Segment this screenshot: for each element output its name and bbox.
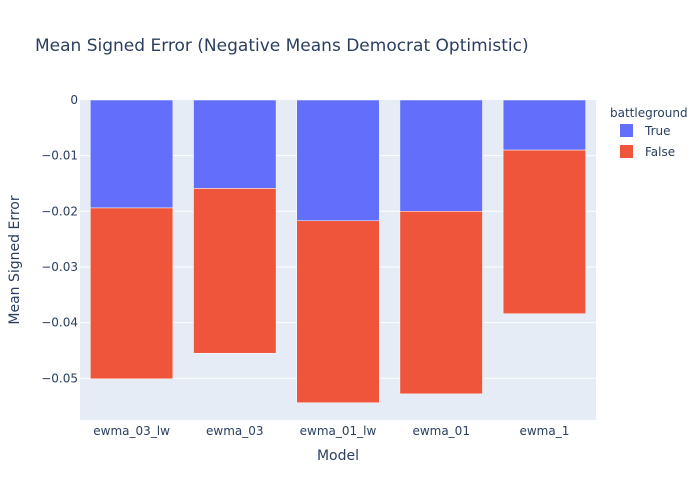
bar-false-ewma_01 <box>399 211 483 395</box>
y-tick-label: −0.04 <box>41 316 78 330</box>
legend-title: battleground <box>610 106 688 120</box>
chart-title: Mean Signed Error (Negative Means Democr… <box>35 36 529 56</box>
bar-true-ewma_01 <box>399 99 483 212</box>
legend-items: True False <box>620 124 675 159</box>
y-tick-label: −0.05 <box>41 371 78 385</box>
legend-swatch-true[interactable] <box>620 124 633 137</box>
y-tick-label: −0.02 <box>41 204 78 218</box>
legend-label-false[interactable]: False <box>645 145 675 159</box>
x-tick-label: ewma_01 <box>412 424 470 438</box>
bar-false-ewma_03 <box>193 188 277 354</box>
bar-true-ewma_03_lw <box>90 99 174 209</box>
y-tick-labels: 0 −0.01 −0.02 −0.03 −0.04 −0.05 <box>41 93 78 385</box>
y-tick-label: −0.03 <box>41 260 78 274</box>
legend-swatch-false[interactable] <box>620 145 633 158</box>
x-tick-label: ewma_03 <box>206 424 264 438</box>
bar-true-ewma_01_lw <box>296 99 380 222</box>
y-tick-label: −0.01 <box>41 149 78 163</box>
bar-false-ewma_01_lw <box>296 220 380 403</box>
x-tick-label: ewma_1 <box>519 424 569 438</box>
legend: battleground True False <box>610 106 688 159</box>
bars <box>90 99 586 403</box>
x-tick-label: ewma_01_lw <box>300 424 377 438</box>
y-tick-label: 0 <box>70 93 78 107</box>
x-tick-label: ewma_03_lw <box>93 424 170 438</box>
x-tick-labels: ewma_03_lw ewma_03 ewma_01_lw ewma_01 ewma_1 <box>93 424 569 438</box>
legend-label-true[interactable]: True <box>644 124 671 138</box>
y-axis-title: Mean Signed Error <box>7 195 23 324</box>
bar-true-ewma_1 <box>502 99 586 151</box>
bar-false-ewma_03_lw <box>90 207 174 380</box>
bar-true-ewma_03 <box>193 99 277 189</box>
bar-false-ewma_1 <box>502 149 586 314</box>
x-axis-title: Model <box>317 448 359 464</box>
